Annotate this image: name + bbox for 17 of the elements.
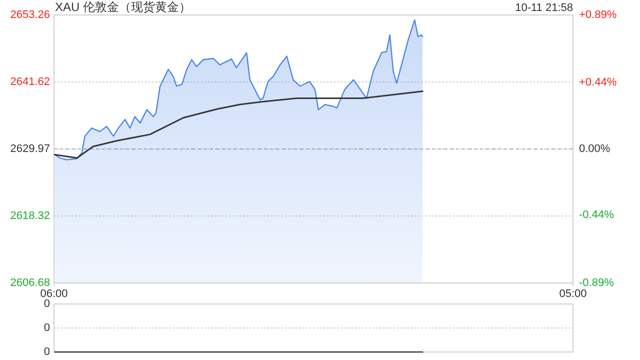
y-tick-label: 2618.32 — [10, 210, 50, 222]
y2-tick-label: +0.44% — [579, 76, 617, 89]
y-tick-label: 2641.62 — [10, 76, 50, 88]
x-tick-label: 05:00 — [559, 288, 587, 300]
y-tick-label: 2606.68 — [10, 276, 50, 289]
y2-tick-label: -0.89% — [579, 276, 614, 289]
y-tick-label: 0 — [44, 298, 50, 310]
y-tick-label: 2653.26 — [10, 8, 50, 21]
chart-title: XAU 伦敦金（现货黄金） — [55, 0, 192, 14]
x-tick-label: 06:00 — [40, 288, 68, 300]
y2-tick-label: 0.00% — [579, 142, 610, 155]
y2-tick-label: +0.89% — [579, 8, 617, 21]
y2-tick-label: -0.44% — [579, 209, 614, 222]
y-tick-label: 0 — [44, 346, 50, 358]
text: 10-11 21:58 — [515, 2, 573, 14]
y-tick-label: 2629.97 — [10, 142, 50, 155]
y-tick-label: 0 — [44, 322, 50, 334]
